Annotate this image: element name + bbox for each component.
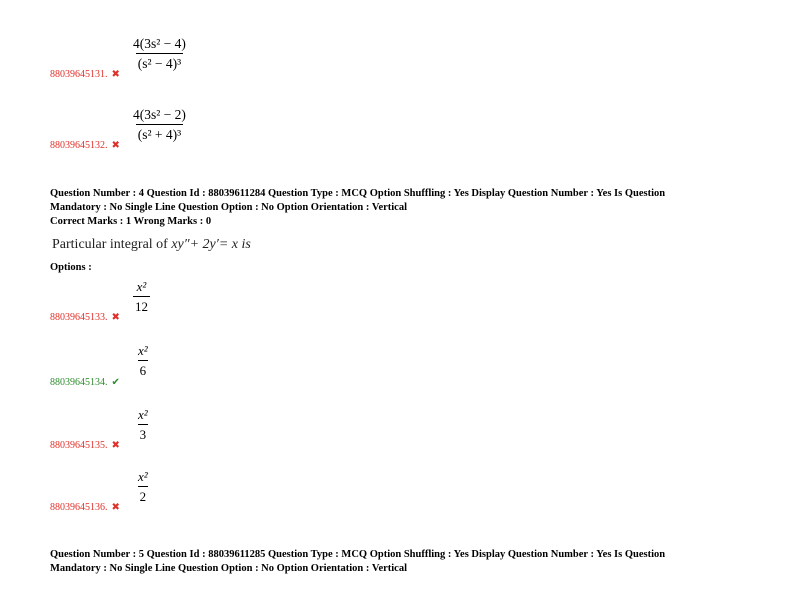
option-formula: x² 3: [136, 407, 150, 443]
numerator: x²: [136, 279, 147, 294]
option-id: 88039645132. ✖: [50, 140, 120, 151]
header-line: Mandatory : No Single Line Question Opti…: [50, 202, 408, 213]
option-id-text: 88039645133.: [50, 312, 108, 323]
cross-icon: ✖: [111, 312, 120, 323]
denominator: 3: [137, 424, 149, 443]
option-id: 88039645131. ✖: [50, 69, 120, 80]
denominator: 2: [137, 486, 149, 505]
option-id-text: 88039645134.: [50, 377, 108, 388]
denominator: 6: [137, 360, 149, 379]
question-header: Question Number : 4 Question Id : 880396…: [50, 187, 750, 229]
option-id-text: 88039645132.: [50, 140, 108, 151]
option-id-text: 88039645131.: [50, 69, 108, 80]
options-label: Options :: [50, 262, 92, 273]
marks-line: Correct Marks : 1 Wrong Marks : 0: [50, 216, 212, 227]
option-formula: x² 6: [136, 343, 150, 379]
cross-icon: ✖: [111, 140, 120, 151]
header-line: Question Number : 4 Question Id : 880396…: [50, 188, 666, 199]
cross-icon: ✖: [111, 440, 120, 451]
option-id: 88039645133. ✖: [50, 312, 120, 323]
header-line: Mandatory : No Single Line Question Opti…: [50, 563, 408, 574]
numerator: x²: [138, 407, 148, 422]
cross-icon: ✖: [111, 69, 120, 80]
option-formula: 4(3s² − 2) (s² + 4)³: [131, 107, 188, 143]
question-header: Question Number : 5 Question Id : 880396…: [50, 548, 750, 576]
option-id: 88039645134. ✔: [50, 377, 120, 388]
option-id: 88039645135. ✖: [50, 440, 120, 451]
denominator: (s² − 4)³: [135, 53, 184, 72]
option-formula: x² 2: [136, 469, 150, 505]
check-icon: ✔: [111, 377, 120, 388]
numerator: x²: [138, 469, 148, 484]
question-math: xy″+ 2y′= x is: [171, 237, 251, 252]
option-formula: x² 12: [133, 279, 150, 315]
cross-icon: ✖: [111, 502, 120, 513]
header-line: Question Number : 5 Question Id : 880396…: [50, 549, 666, 560]
numerator: 4(3s² − 4): [133, 36, 186, 51]
option-id-text: 88039645136.: [50, 502, 108, 513]
denominator: (s² + 4)³: [135, 124, 184, 143]
denominator: 12: [133, 296, 150, 315]
option-formula: 4(3s² − 4) (s² − 4)³: [131, 36, 188, 72]
option-id: 88039645136. ✖: [50, 502, 120, 513]
question-prefix: Particular integral of: [52, 237, 172, 252]
numerator: 4(3s² − 2): [133, 107, 186, 122]
option-id-text: 88039645135.: [50, 440, 108, 451]
question-text: Particular integral of xy″+ 2y′= x is: [52, 237, 251, 253]
numerator: x²: [138, 343, 148, 358]
